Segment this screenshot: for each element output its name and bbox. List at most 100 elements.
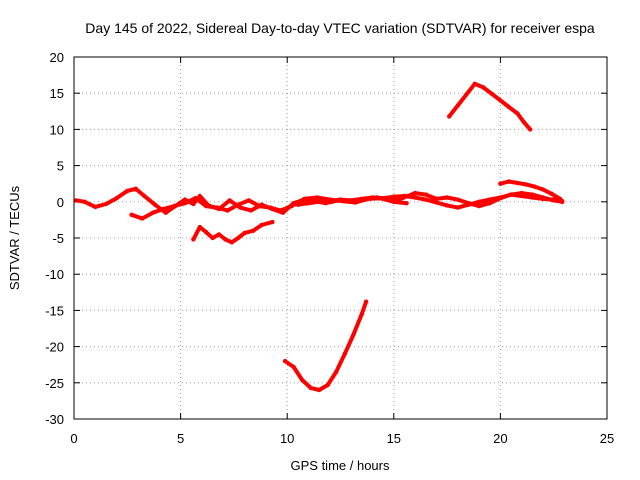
y-tick-label: -15 bbox=[45, 303, 64, 318]
data-point bbox=[142, 193, 147, 199]
data-point bbox=[246, 198, 251, 203]
y-tick-label: -30 bbox=[45, 412, 64, 427]
data-point bbox=[302, 196, 307, 202]
data-point bbox=[412, 195, 418, 200]
data-point bbox=[506, 104, 512, 110]
data-point bbox=[223, 237, 228, 242]
data-point bbox=[229, 240, 234, 245]
data-point bbox=[487, 201, 492, 206]
data-point bbox=[498, 98, 503, 103]
y-tick-label: -20 bbox=[45, 340, 64, 355]
plot-frame bbox=[73, 56, 608, 420]
data-point bbox=[242, 230, 247, 236]
data-point bbox=[506, 179, 512, 184]
data-point bbox=[193, 196, 198, 201]
data-point bbox=[103, 201, 109, 207]
x-tick-label: 10 bbox=[280, 431, 294, 446]
data-point bbox=[455, 197, 460, 202]
series-arc-6 bbox=[447, 81, 533, 132]
y-tick-label: -25 bbox=[45, 376, 64, 391]
data-point bbox=[191, 237, 196, 242]
data-point bbox=[359, 311, 364, 317]
data-point bbox=[289, 203, 294, 209]
data-point bbox=[370, 195, 375, 200]
data-point bbox=[150, 210, 156, 215]
data-point bbox=[349, 198, 354, 203]
data-point bbox=[259, 222, 264, 228]
data-point bbox=[487, 197, 492, 202]
data-point bbox=[73, 198, 79, 203]
data-point bbox=[216, 232, 222, 237]
data-point bbox=[248, 208, 254, 213]
data-point bbox=[299, 377, 305, 383]
y-tick-label: 5 bbox=[57, 159, 64, 174]
data-point bbox=[334, 369, 339, 375]
data-point bbox=[557, 196, 563, 202]
data-point bbox=[93, 204, 98, 210]
data-point bbox=[163, 210, 168, 215]
x-tick-label: 5 bbox=[177, 431, 184, 446]
data-point bbox=[519, 190, 524, 196]
data-point bbox=[434, 196, 439, 202]
data-point bbox=[197, 224, 202, 230]
y-tick-label: 15 bbox=[50, 86, 64, 101]
data-point bbox=[540, 187, 546, 192]
ticks: 0 5 10 15 20 25 20 15 10 5 0 -5 -10 -15 -20 -25 -30 bbox=[45, 50, 614, 446]
data-point bbox=[250, 228, 256, 233]
data-point bbox=[455, 103, 460, 108]
data-point bbox=[515, 180, 520, 186]
data-point bbox=[489, 91, 495, 97]
data-point bbox=[161, 206, 166, 212]
x-axis-label: GPS time / hours bbox=[291, 458, 390, 473]
data-point bbox=[404, 201, 409, 206]
data-point bbox=[455, 205, 460, 210]
data-point bbox=[204, 230, 209, 235]
data-point bbox=[412, 190, 418, 196]
data-point bbox=[532, 184, 537, 189]
chart-title: Day 145 of 2022, Sidereal Day-to-day VTE… bbox=[85, 20, 595, 36]
data-point bbox=[140, 216, 145, 221]
y-tick-label: 20 bbox=[50, 50, 64, 65]
data-point bbox=[306, 201, 311, 206]
data-point bbox=[214, 205, 219, 210]
data-point bbox=[472, 81, 477, 87]
data-point bbox=[380, 196, 386, 201]
data-point bbox=[434, 200, 439, 205]
x-tick-label: 0 bbox=[70, 431, 77, 446]
data-point bbox=[191, 201, 196, 207]
data-point bbox=[308, 385, 313, 391]
data-point bbox=[295, 202, 301, 207]
data-point bbox=[327, 198, 332, 204]
data-point bbox=[521, 120, 527, 125]
data-point bbox=[172, 203, 177, 209]
data-point bbox=[342, 351, 347, 356]
y-tick-label: -5 bbox=[52, 231, 64, 246]
data-point bbox=[325, 382, 330, 388]
data-point bbox=[423, 192, 428, 197]
data-point bbox=[314, 195, 320, 200]
data-point bbox=[114, 196, 119, 201]
data-point bbox=[129, 212, 134, 217]
data-point bbox=[528, 127, 533, 132]
data-point bbox=[267, 205, 273, 210]
data-point bbox=[152, 202, 158, 207]
data-point bbox=[481, 85, 486, 90]
data-point bbox=[225, 208, 230, 213]
data-point bbox=[338, 197, 343, 202]
data-point bbox=[498, 195, 503, 200]
data-point bbox=[236, 235, 241, 241]
y-tick-label: 0 bbox=[57, 195, 64, 210]
data-point bbox=[278, 208, 283, 213]
data-point bbox=[197, 193, 202, 199]
y-axis-label: SDTVAR / TECUs bbox=[7, 185, 22, 290]
y-tick-label: 10 bbox=[50, 122, 64, 137]
data-point bbox=[204, 203, 209, 209]
data-point bbox=[540, 195, 546, 200]
data-point bbox=[530, 192, 535, 197]
data-point bbox=[549, 191, 554, 196]
series-arc-5 bbox=[283, 299, 369, 392]
grid bbox=[74, 57, 607, 419]
data-point bbox=[182, 201, 188, 206]
data-point bbox=[291, 364, 296, 370]
